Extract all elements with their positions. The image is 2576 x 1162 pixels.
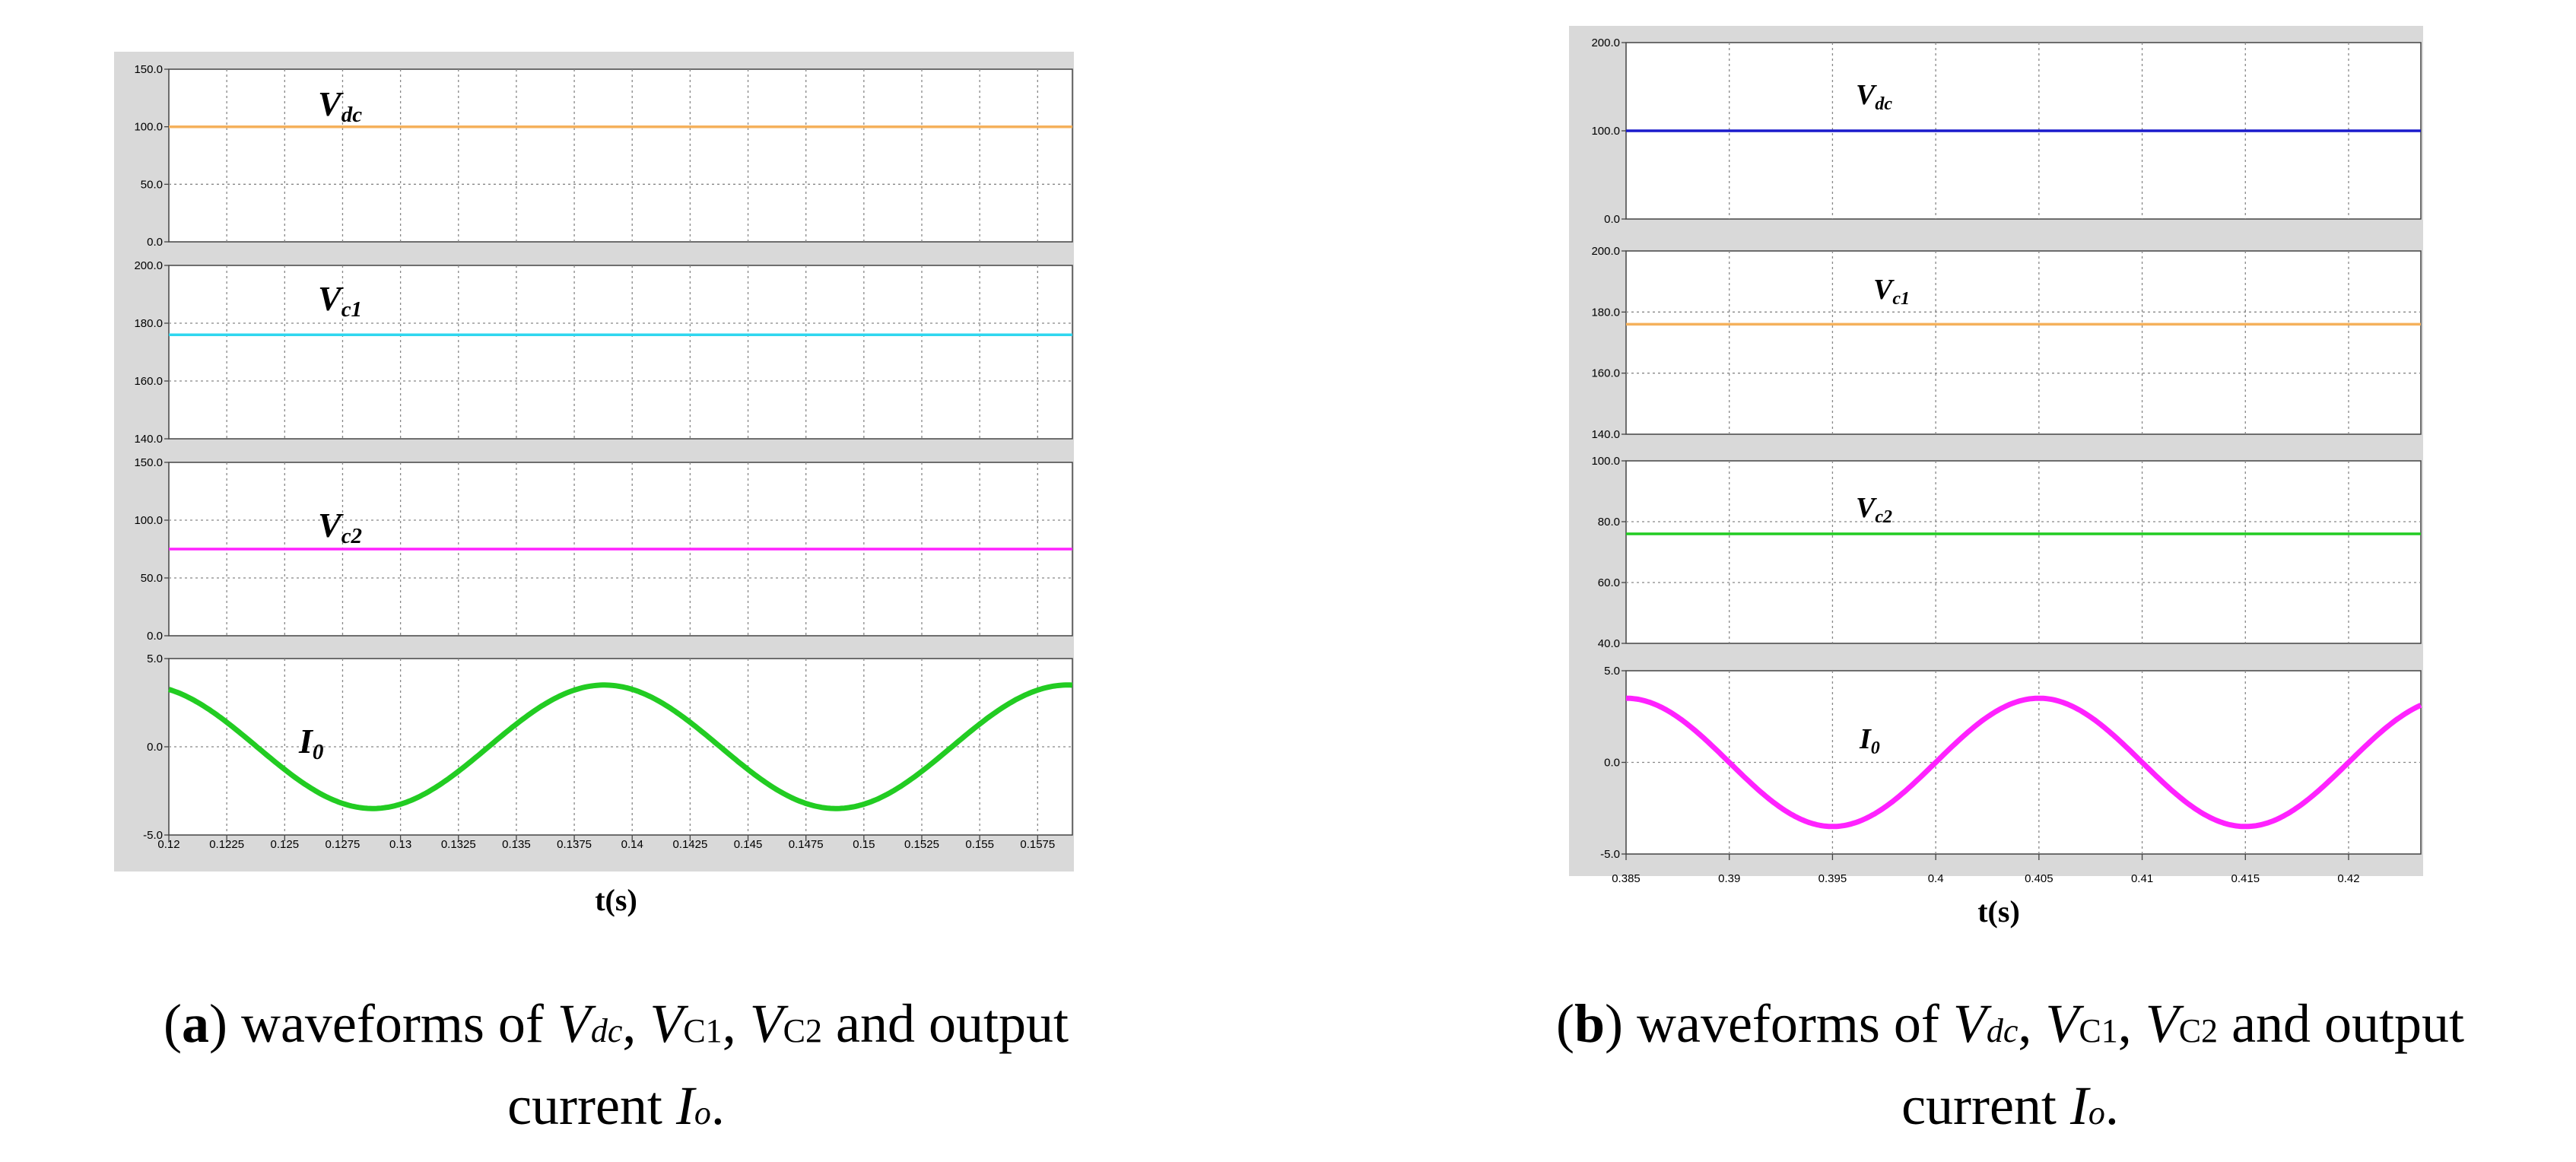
x-tick-label: 0.385 <box>1612 872 1641 885</box>
series-line-i0 <box>167 682 1073 811</box>
y-tick-label: 180.0 <box>1591 306 1620 319</box>
x-tick-label: 0.39 <box>1718 872 1740 885</box>
y-tick-label: -5.0 <box>1600 848 1620 861</box>
caption-b: (b) waveforms of Vdc, VC1, VC2 and outpu… <box>1556 993 2464 1136</box>
y-tick-label: 40.0 <box>1598 637 1620 650</box>
y-tick-label: 160.0 <box>134 375 163 388</box>
y-tick-label: 5.0 <box>1604 665 1620 678</box>
x-tick-label: 0.395 <box>1818 872 1847 885</box>
x-tick-label: 0.1375 <box>557 838 592 851</box>
caption-a-line2: current Io. <box>507 1075 725 1136</box>
y-tick-label: 140.0 <box>1591 428 1620 441</box>
y-tick-label: -5.0 <box>143 829 163 842</box>
chart-a-panel-vc2: 150.0 100.0 50.0 0.0 Vc2 <box>134 456 1073 643</box>
y-tick-label: 140.0 <box>134 433 163 446</box>
caption-b-line1: (b) waveforms of Vdc, VC1, VC2 and outpu… <box>1556 993 2464 1054</box>
y-tick-label: 100.0 <box>1591 125 1620 138</box>
x-tick-label: 0.1275 <box>326 838 361 851</box>
x-tick-label: 0.405 <box>2025 872 2053 885</box>
y-tick-label: 180.0 <box>134 317 163 330</box>
x-tick-label: 0.415 <box>2231 872 2260 885</box>
x-tick-label: 0.1575 <box>1020 838 1055 851</box>
chart-b-xlabel: t(s) <box>1977 894 2020 929</box>
panel-plot-area <box>168 68 1073 243</box>
series-label-i0: I0 <box>1859 723 1880 758</box>
y-tick-label: 0.0 <box>1604 213 1620 226</box>
y-tick-label: 150.0 <box>134 456 163 469</box>
y-tick-label: 200.0 <box>1591 245 1620 258</box>
x-tick-label: 0.13 <box>389 838 411 851</box>
chart-a-panel-vdc: 150.0 100.0 50.0 0.0 Vdc <box>134 63 1073 249</box>
series-label-vdc: Vdc <box>318 84 362 127</box>
series-label-vc2: Vc2 <box>1856 492 1892 527</box>
y-tick-label: 100.0 <box>134 121 163 134</box>
series-label-vc1: Vc1 <box>1873 274 1910 309</box>
x-tick-label: 0.1525 <box>904 838 939 851</box>
y-tick-label: 0.0 <box>147 630 163 643</box>
x-tick-label: 0.4 <box>1928 872 1944 885</box>
y-tick-label: 0.0 <box>147 236 163 249</box>
chart-a-xlabel: t(s) <box>595 883 637 917</box>
chart-b-panel-vc2: 100.0 80.0 60.0 40.0 Vc2 <box>1591 455 2422 650</box>
x-tick-label: 0.125 <box>271 838 300 851</box>
caption-b-line2: current Io. <box>1901 1075 2119 1136</box>
panel-plot-area <box>168 265 1073 440</box>
chart-b-panel-vdc: 200.0 100.0 0.0 Vdc <box>1591 37 2422 226</box>
caption-a: (a) waveforms of Vdc, VC1, VC2 and outpu… <box>164 993 1069 1136</box>
chart-a-panel-vc1: 200.0 180.0 160.0 140.0 Vc1 <box>134 259 1073 446</box>
x-tick-label: 0.42 <box>2337 872 2359 885</box>
y-tick-label: 50.0 <box>141 572 163 585</box>
x-tick-label: 0.41 <box>2131 872 2153 885</box>
chart-a-panel-i0: 5.0 0.0 -5.0 I0 <box>143 652 1073 842</box>
y-tick-label: 160.0 <box>1591 367 1620 380</box>
x-tick-label: 0.14 <box>621 838 643 851</box>
y-tick-label: 100.0 <box>134 514 163 527</box>
chart-b-panel-i0: 5.0 0.0 -5.0 I0 <box>1600 665 2422 861</box>
x-tick-label: 0.155 <box>965 838 994 851</box>
x-tick-label: 0.15 <box>853 838 875 851</box>
y-tick-label: 200.0 <box>1591 37 1620 49</box>
series-label-vc1: Vc1 <box>318 279 362 322</box>
y-tick-label: 0.0 <box>1604 757 1620 770</box>
x-tick-label: 0.1325 <box>441 838 476 851</box>
y-tick-label: 100.0 <box>1591 455 1620 468</box>
y-tick-label: 50.0 <box>141 178 163 191</box>
panel-plot-area <box>1625 250 2422 435</box>
chart-b: 200.0 100.0 0.0 Vdc 200.0 180.0 160.0 140.0 Vc1 1… <box>1569 26 2423 929</box>
x-tick-label: 0.145 <box>734 838 763 851</box>
series-line-i0 <box>1625 695 2422 830</box>
y-tick-label: 200.0 <box>134 259 163 272</box>
caption-a-line1: (a) waveforms of Vdc, VC1, VC2 and outpu… <box>164 993 1069 1054</box>
y-tick-label: 150.0 <box>134 63 163 76</box>
panel-plot-area <box>1625 460 2422 644</box>
y-tick-label: 60.0 <box>1598 576 1620 589</box>
x-tick-label: 0.135 <box>502 838 531 851</box>
x-tick-label: 0.1225 <box>209 838 244 851</box>
chart-b-panel-vc1: 200.0 180.0 160.0 140.0 Vc1 <box>1591 245 2422 441</box>
series-label-vc2: Vc2 <box>318 506 362 548</box>
y-tick-label: 0.0 <box>147 741 163 754</box>
y-tick-label: 5.0 <box>147 652 163 665</box>
series-label-vdc: Vdc <box>1856 79 1892 114</box>
x-tick-label: 0.12 <box>157 838 179 851</box>
chart-a: 150.0 100.0 50.0 0.0 Vdc 200.0 180.0 160.0 140.0… <box>114 52 1074 917</box>
y-tick-label: 80.0 <box>1598 516 1620 529</box>
x-tick-label: 0.1475 <box>789 838 824 851</box>
x-tick-label: 0.1425 <box>672 838 707 851</box>
series-label-i0: I0 <box>298 722 323 764</box>
